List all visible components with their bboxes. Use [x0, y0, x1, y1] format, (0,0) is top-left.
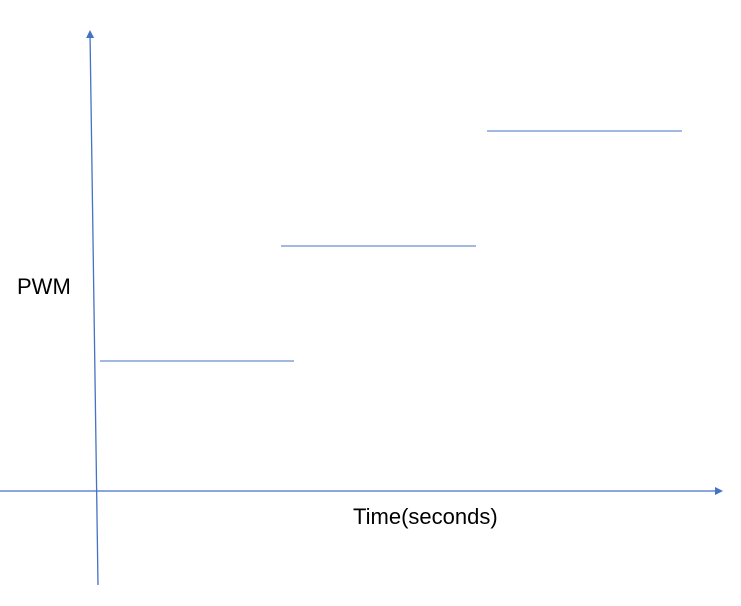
y-axis-label: PWM: [17, 274, 71, 299]
y-axis: [86, 30, 99, 586]
x-axis-label: Time(seconds): [353, 504, 498, 529]
